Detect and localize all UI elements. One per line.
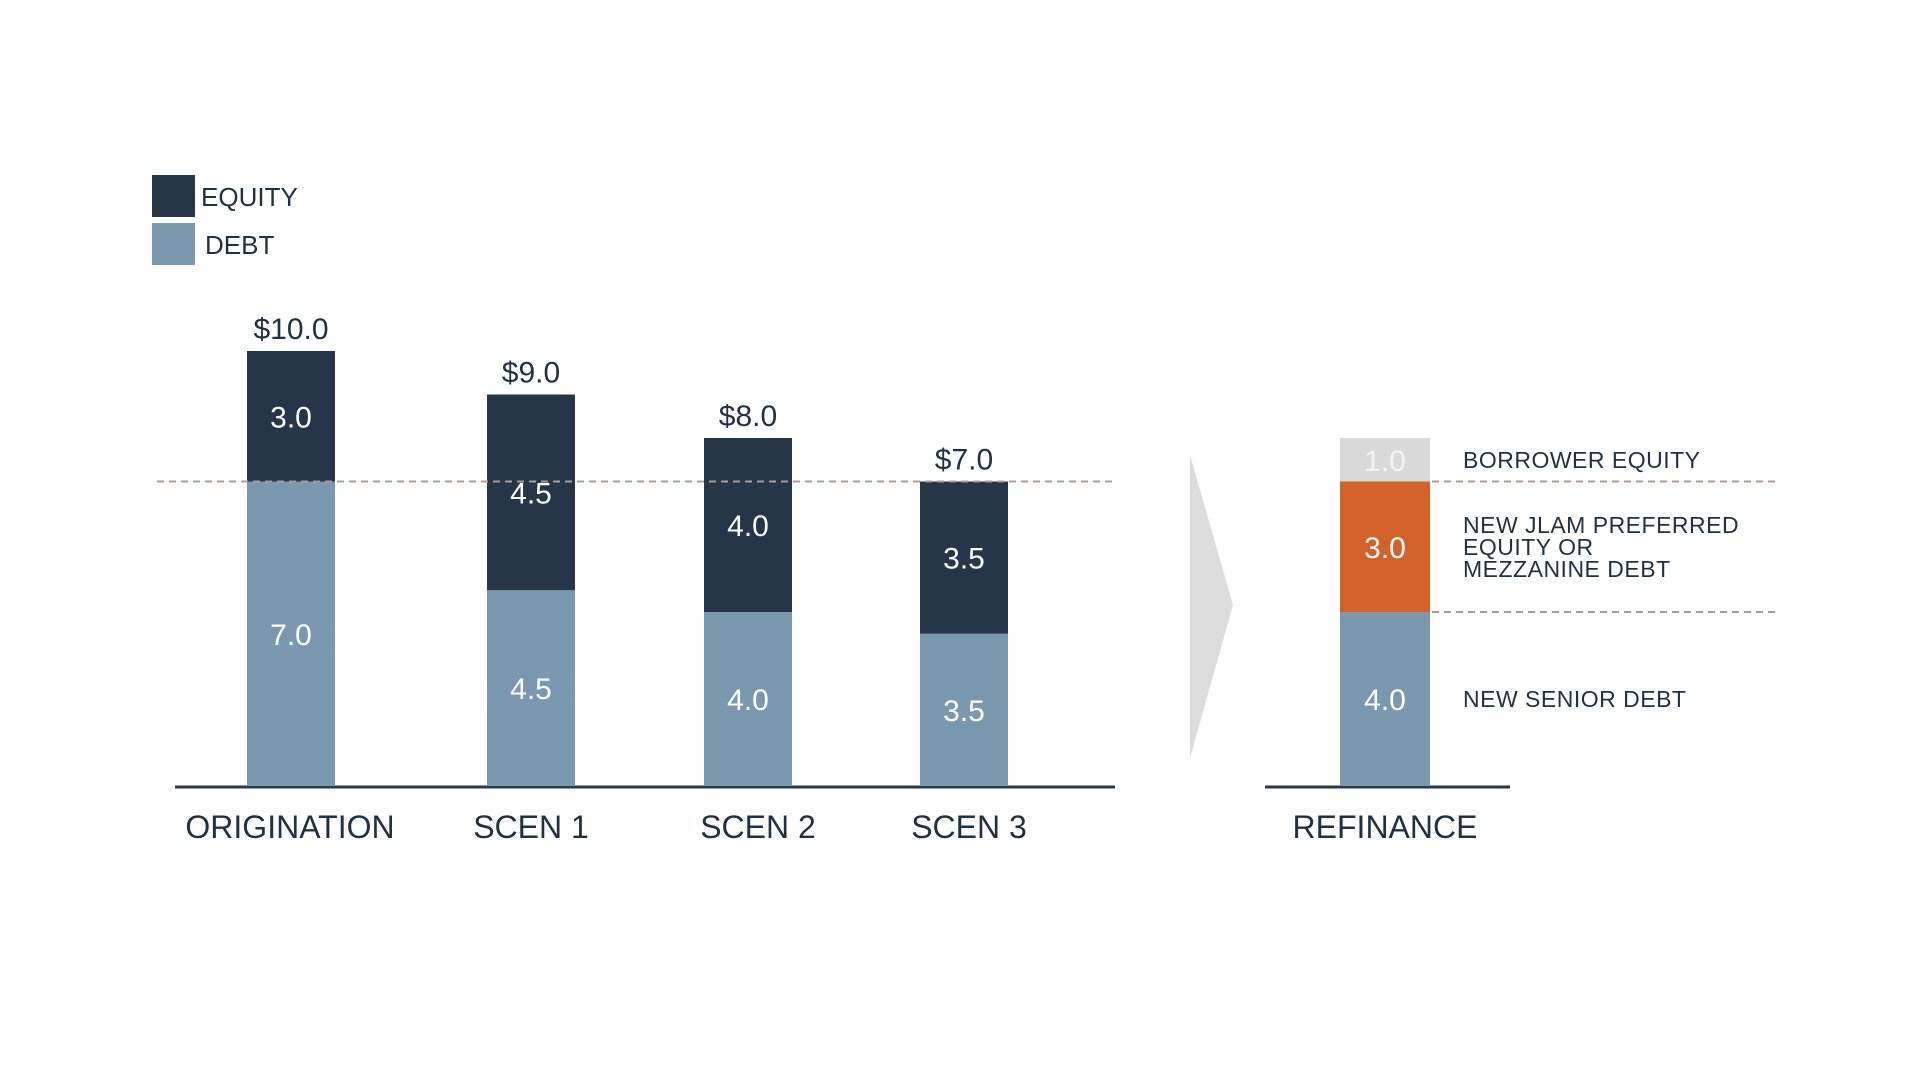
category-label-4: SCEN 3 xyxy=(911,809,1027,845)
total-label-1: $10.0 xyxy=(253,313,328,346)
total-label-2: $9.0 xyxy=(502,357,560,390)
category-label-refinance: REFINANCE xyxy=(1293,809,1478,845)
legend-label-debt: DEBT xyxy=(205,230,274,260)
total-label-4: $7.0 xyxy=(935,444,993,477)
refinance-bar-borrower-equity xyxy=(1340,438,1430,482)
transition-arrow xyxy=(1190,455,1233,758)
label-debt-3: 4.0 xyxy=(727,684,769,717)
refinance-bar-senior-debt xyxy=(1340,612,1430,786)
annotation-senior-debt-line-1: NEW SENIOR DEBT xyxy=(1463,686,1686,712)
category-label-2: SCEN 1 xyxy=(473,809,589,845)
refinance-label-borrower-equity: 1.0 xyxy=(1364,445,1406,478)
refinance-label-preferred-equity: 3.0 xyxy=(1364,532,1406,565)
bar-equity-3 xyxy=(704,438,792,612)
refinance-chart: 4.0 NEW SENIOR DEBT 3.0 NEW JLAM PREFERREDE… xyxy=(1265,438,1778,845)
bar-debt-4 xyxy=(920,633,1008,786)
refinance-label-senior-debt: 4.0 xyxy=(1364,684,1406,717)
chevron-right-icon xyxy=(1190,455,1233,758)
category-label-3: SCEN 2 xyxy=(700,809,816,845)
scenario-chart: 7.0 3.0 $10.0 ORIGINATION 4.5 4.5 $9.0 SCEN 1 4.… xyxy=(157,313,1115,845)
label-equity-1: 3.0 xyxy=(270,401,312,434)
legend: EQUITY DEBT xyxy=(152,175,298,265)
annotation-preferred-equity-line-2: EQUITY OR xyxy=(1463,534,1594,560)
legend-swatch-equity xyxy=(152,175,195,217)
annotation-borrower-equity-line-1: BORROWER EQUITY xyxy=(1463,447,1701,473)
legend-label-equity: EQUITY xyxy=(201,182,298,212)
bar-equity-1 xyxy=(247,351,335,482)
label-debt-4: 3.5 xyxy=(943,695,985,728)
category-label-1: ORIGINATION xyxy=(185,809,394,845)
label-equity-2: 4.5 xyxy=(510,477,552,510)
bar-equity-2 xyxy=(487,394,575,591)
refinance-bar-preferred-equity xyxy=(1340,481,1430,612)
label-equity-4: 3.5 xyxy=(943,543,985,576)
label-debt-1: 7.0 xyxy=(270,619,312,652)
legend-swatch-debt xyxy=(152,223,195,265)
bar-debt-1 xyxy=(247,481,335,786)
label-debt-2: 4.5 xyxy=(510,673,552,706)
bar-debt-2 xyxy=(487,590,575,786)
label-equity-3: 4.0 xyxy=(727,510,769,543)
total-label-3: $8.0 xyxy=(719,400,777,433)
bar-equity-4 xyxy=(920,481,1008,634)
annotation-preferred-equity-line-1: NEW JLAM PREFERRED xyxy=(1463,512,1739,538)
bar-debt-3 xyxy=(704,612,792,786)
annotation-preferred-equity-line-3: MEZZANINE DEBT xyxy=(1463,556,1671,582)
